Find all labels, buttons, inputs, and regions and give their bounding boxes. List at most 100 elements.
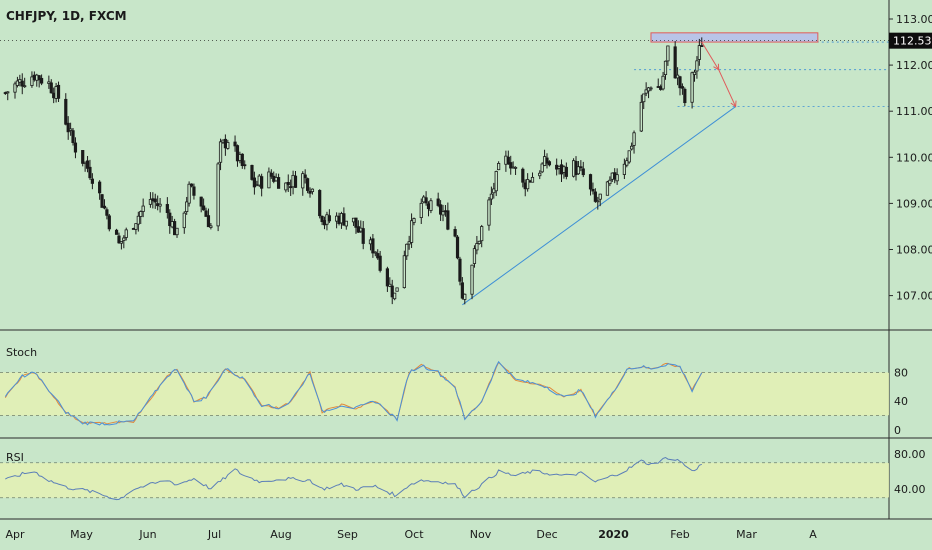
candle[interactable] <box>378 250 382 273</box>
candle[interactable] <box>446 202 450 231</box>
candle[interactable] <box>661 71 665 91</box>
candle[interactable] <box>13 81 17 99</box>
candle[interactable] <box>15 76 20 88</box>
candle[interactable] <box>136 211 140 232</box>
candle[interactable] <box>608 176 612 187</box>
candle[interactable] <box>458 256 462 286</box>
candle[interactable] <box>480 224 484 248</box>
projection-arrow-line[interactable] <box>718 69 737 107</box>
candle[interactable] <box>373 251 377 257</box>
candle[interactable] <box>293 170 298 188</box>
candle[interactable] <box>663 60 668 80</box>
candle[interactable] <box>683 87 687 107</box>
candle[interactable] <box>390 279 394 305</box>
candle[interactable] <box>530 172 535 183</box>
candle[interactable] <box>49 79 53 94</box>
candle[interactable] <box>489 186 493 206</box>
candle[interactable] <box>148 192 153 208</box>
candle[interactable] <box>119 241 123 250</box>
rsi-pane[interactable] <box>0 456 889 501</box>
candle[interactable] <box>436 192 440 208</box>
candle[interactable] <box>269 169 273 179</box>
candle[interactable] <box>158 198 162 213</box>
candle[interactable] <box>680 83 685 95</box>
candle[interactable] <box>117 232 121 244</box>
candle[interactable] <box>361 221 365 250</box>
candle[interactable] <box>168 209 172 234</box>
candle[interactable] <box>438 200 443 221</box>
candle[interactable] <box>564 162 568 180</box>
candle[interactable] <box>371 234 375 258</box>
candle[interactable] <box>286 174 290 192</box>
candle[interactable] <box>455 235 460 260</box>
candle[interactable] <box>175 227 179 238</box>
candle[interactable] <box>320 215 324 226</box>
projection-arrow-line[interactable] <box>701 41 720 70</box>
candle[interactable] <box>318 189 322 219</box>
candle[interactable] <box>206 208 211 228</box>
candle[interactable] <box>700 37 704 47</box>
candle[interactable] <box>139 210 143 224</box>
candle[interactable] <box>376 249 380 260</box>
candle[interactable] <box>642 93 646 110</box>
candle[interactable] <box>385 266 390 292</box>
candle[interactable] <box>64 93 68 126</box>
candle[interactable] <box>615 168 619 185</box>
candle[interactable] <box>441 204 445 222</box>
stoch-k-line[interactable] <box>4 360 703 426</box>
candle[interactable] <box>472 245 477 268</box>
candle[interactable] <box>453 226 457 238</box>
candle[interactable] <box>185 196 189 215</box>
candle[interactable] <box>547 160 552 167</box>
candle[interactable] <box>402 250 406 289</box>
candle[interactable] <box>226 139 230 150</box>
candle[interactable] <box>649 86 653 92</box>
candle[interactable] <box>209 222 213 230</box>
candle[interactable] <box>405 243 409 260</box>
candle[interactable] <box>202 198 206 211</box>
candle[interactable] <box>588 173 593 196</box>
candle[interactable] <box>199 196 203 213</box>
candle[interactable] <box>235 144 240 167</box>
candle[interactable] <box>124 227 128 241</box>
candle[interactable] <box>90 173 94 190</box>
time-axis[interactable]: Apr May Jun Jul Aug Sep Oct Nov Dec 2020 Feb Mar A <box>5 528 817 541</box>
candle[interactable] <box>678 75 682 96</box>
candle[interactable] <box>303 169 307 184</box>
candle[interactable] <box>475 235 479 255</box>
rsi-line[interactable] <box>5 456 702 501</box>
candle[interactable] <box>260 173 264 197</box>
candle[interactable] <box>122 235 126 249</box>
candle[interactable] <box>419 198 423 224</box>
candle[interactable] <box>697 38 701 66</box>
candle[interactable] <box>66 116 70 140</box>
candle[interactable] <box>134 223 138 235</box>
candle[interactable] <box>627 150 631 164</box>
candle[interactable] <box>477 240 481 245</box>
candle[interactable] <box>497 161 501 171</box>
candle[interactable] <box>250 164 254 181</box>
candle[interactable] <box>460 277 464 300</box>
candle[interactable] <box>521 167 525 188</box>
candle[interactable] <box>695 56 699 79</box>
candle[interactable] <box>545 153 549 169</box>
candle[interactable] <box>509 155 513 175</box>
candle[interactable] <box>644 82 648 97</box>
candle[interactable] <box>666 45 670 66</box>
candle[interactable] <box>342 207 346 226</box>
candle[interactable] <box>216 162 220 232</box>
candle[interactable] <box>284 182 288 193</box>
candle[interactable] <box>591 182 595 195</box>
candle[interactable] <box>30 71 34 88</box>
price-pane[interactable] <box>3 32 889 306</box>
candle[interactable] <box>6 91 10 101</box>
candle[interactable] <box>40 74 44 86</box>
candle[interactable] <box>88 159 92 180</box>
candle[interactable] <box>182 211 186 234</box>
candle[interactable] <box>526 173 530 192</box>
candle[interactable] <box>189 183 194 188</box>
candle[interactable] <box>538 170 542 180</box>
candle[interactable] <box>622 158 626 180</box>
candle[interactable] <box>494 170 498 197</box>
candle[interactable] <box>673 41 677 79</box>
